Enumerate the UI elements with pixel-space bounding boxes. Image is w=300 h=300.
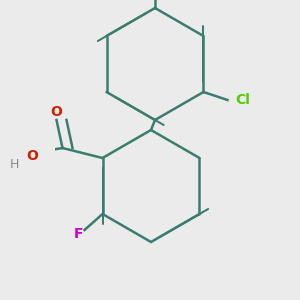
- Text: Cl: Cl: [236, 93, 250, 107]
- Text: O: O: [27, 149, 38, 163]
- Text: H: H: [10, 158, 19, 170]
- Text: F: F: [74, 227, 83, 241]
- Text: O: O: [51, 105, 62, 119]
